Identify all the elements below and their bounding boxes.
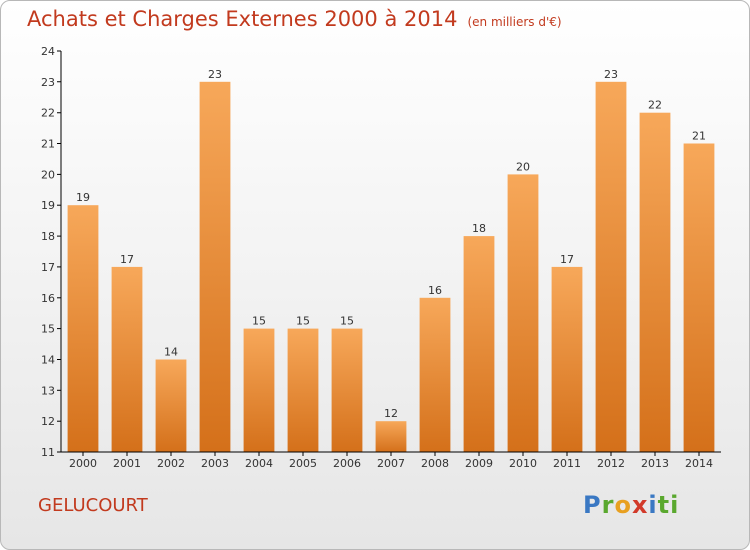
chart-title-text: Achats et Charges Externes 2000 à 2014 [27,7,458,31]
commune-name: GELUCOURT [38,495,148,516]
chart-title: Achats et Charges Externes 2000 à 2014 (e… [27,7,562,31]
bar [551,266,583,452]
bar [243,328,275,452]
data-label: 23 [604,68,618,81]
bar [639,112,671,452]
x-tick-label: 2003 [201,457,229,470]
data-label: 22 [648,99,662,112]
bar [419,297,451,452]
y-tick-label: 14 [41,354,55,367]
chart-unit: (en milliers d'€) [467,15,562,29]
data-label: 12 [384,407,398,420]
data-label: 17 [560,253,574,266]
x-tick-label: 2005 [289,457,317,470]
data-label: 21 [692,130,706,143]
y-tick-label: 16 [41,292,55,305]
y-tick-label: 12 [41,415,55,428]
bar [155,359,187,452]
logo-letter: r [601,491,615,519]
bar [595,81,627,453]
data-label: 18 [472,222,486,235]
data-label: 20 [516,160,530,173]
bar [331,328,363,452]
y-tick-label: 23 [41,76,55,89]
y-tick-label: 11 [41,446,55,459]
data-label: 15 [252,315,266,328]
y-tick-label: 18 [41,230,55,243]
proxiti-logo: Proxiti [583,491,679,519]
x-tick-label: 2014 [685,457,713,470]
y-tick-label: 21 [41,138,55,151]
x-tick-label: 2011 [553,457,581,470]
bar [463,236,495,452]
x-tick-label: 2007 [377,457,405,470]
bar [507,174,539,452]
logo-letter: o [614,491,632,519]
x-tick-label: 2010 [509,457,537,470]
logo-letter: P [583,491,602,519]
data-label: 16 [428,284,442,297]
x-tick-label: 2013 [641,457,669,470]
bar [683,143,715,452]
data-label: 15 [340,315,354,328]
y-tick-label: 22 [41,107,55,120]
data-label: 15 [296,315,310,328]
bar [375,421,407,452]
x-tick-label: 2004 [245,457,273,470]
y-tick-label: 20 [41,168,55,181]
logo-letter: ti [657,491,680,519]
x-tick-label: 2002 [157,457,185,470]
x-tick-label: 2000 [69,457,97,470]
bar [111,266,143,452]
x-tick-label: 2012 [597,457,625,470]
y-tick-label: 24 [41,45,55,58]
x-tick-label: 2001 [113,457,141,470]
y-tick-label: 19 [41,199,55,212]
data-label: 19 [76,191,90,204]
x-tick-label: 2006 [333,457,361,470]
x-tick-label: 2009 [465,457,493,470]
logo-letter: i [648,491,658,519]
y-tick-label: 13 [41,384,55,397]
logo-letter: x [631,491,649,519]
data-label: 14 [164,346,178,359]
bar [199,81,231,453]
data-label: 17 [120,253,134,266]
bar [287,328,319,452]
bar [67,205,99,452]
data-label: 23 [208,68,222,81]
y-tick-label: 17 [41,261,55,274]
y-tick-label: 15 [41,323,55,336]
x-tick-label: 2008 [421,457,449,470]
